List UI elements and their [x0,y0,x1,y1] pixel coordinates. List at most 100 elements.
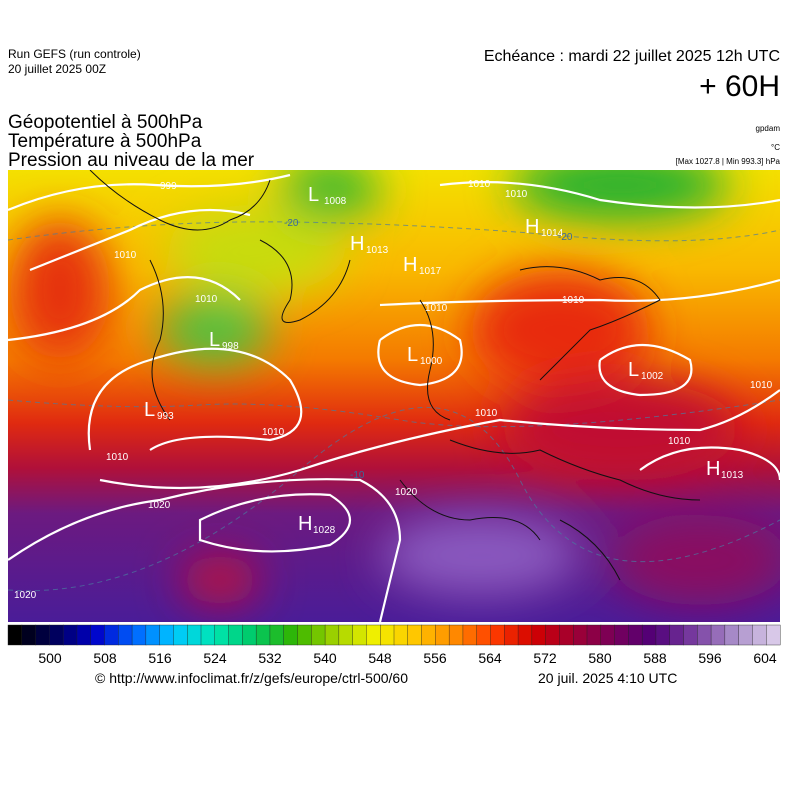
colorbar-swatch [710,624,726,646]
center-letter: L [308,184,319,206]
colorbar-swatch [118,624,133,646]
isobar-label: 1010 [475,408,498,419]
colorbar-swatch [683,624,698,646]
colorbar-swatch [462,624,478,646]
colorbar-swatch [738,624,753,646]
colorbar-swatch [504,624,519,646]
colorbar-tick-label: 596 [698,650,722,666]
pressure-centers: L 1008 H 1013 H 1017 H 1014 L 998 L 1000 L 1002… [144,184,744,536]
colorbar-tick-label: 532 [258,650,282,666]
colorbar-swatch [187,624,202,646]
center-value: 1000 [420,356,443,367]
colorbar-swatch [531,624,547,646]
colorbar-tick-label: 580 [588,650,612,666]
colorbar-swatch [21,624,37,646]
isobar-label: 1010 [505,189,528,200]
run: Run GEFS (run controle) [8,47,141,61]
colorbar-swatch [145,624,161,646]
colorbar-swatch [214,624,230,646]
colorbar-swatch [380,624,395,646]
colorbar-swatch [311,624,326,646]
colorbar-tick-label: 508 [93,650,117,666]
run-date: 20 juillet 2025 00Z [8,62,106,76]
colorbar-swatch [35,624,50,646]
colorbar-swatch [76,624,92,646]
colorbar-swatch [228,624,243,646]
colorbar-swatch [297,624,312,646]
center-value: 1028 [313,525,336,536]
colorbar-swatch [104,624,119,646]
center-value: 993 [157,411,174,422]
colorbar-swatch [173,624,188,646]
center-value: 1013 [721,470,744,481]
colorbar-tick-label: 588 [643,650,667,666]
center-letter: L [628,359,639,381]
colorbar-swatch [269,624,285,646]
temperature-label: -10 [350,470,365,481]
colorbar-swatch [131,624,147,646]
colorbar-tick-label: 516 [148,650,172,666]
center-letter: L [407,344,418,366]
unit: gpdam [756,124,781,133]
colorbar-tick-label: 524 [203,650,227,666]
valid-time: Echéance : mardi 22 juillet 2025 12h UTC [484,48,780,65]
isobar-label: 999 [160,181,177,192]
center-letter: H [298,513,312,535]
colorbar-swatch [724,624,740,646]
colorbar-swatch [421,624,436,646]
colorbar-tick-label: 556 [423,650,447,666]
center-value: 1017 [419,266,442,277]
colorbar-tick-label: 500 [38,650,62,666]
center-value: 998 [222,341,239,352]
unit: [Max 1027.8 | Min 993.3] hPa [676,157,781,166]
center-letter: H [403,254,417,276]
colorbar-swatch [628,624,643,646]
colorbar-swatch [393,624,409,646]
colorbar-swatch [545,624,560,646]
colorbar-swatch [490,624,505,646]
colorbar-swatch [90,624,106,646]
colorbar-swatch [614,624,629,646]
colorbar-swatch [200,624,216,646]
isobar-label: 1010 [468,179,491,190]
isobar-label: 1010 [114,250,137,261]
isobar-label: 1010 [262,427,285,438]
generated: 20 juil. 2025 4:10 UTC [538,670,677,686]
colorbar-swatch [559,624,574,646]
colorbar-swatch [242,624,257,646]
map [8,170,780,622]
center-letter: H [350,233,364,255]
center-letter: H [706,458,720,480]
isobar-label: 1010 [195,294,218,305]
isobar-label: 1020 [14,590,37,601]
colorbar-swatch [476,624,492,646]
temperature-label: -20 [558,232,573,243]
source: © http://www.infoclimat.fr/z/gefs/europe… [95,670,408,686]
colorbar-tick-label: 572 [533,650,557,666]
isobar-label: 1020 [148,500,171,511]
colorbar: 500 508 516 524 532 540 548 556 564 572 580 588 596 6… [7,624,781,666]
title: Température à 500hPa [8,131,202,152]
colorbar-swatch [641,624,657,646]
temperature-label: -20 [284,218,299,229]
title: Pression au niveau de la mer [8,150,255,171]
colorbar-swatch [49,624,64,646]
colorbar-swatch [283,624,299,646]
colorbar-swatch [448,624,464,646]
colorbar-swatch [352,624,367,646]
title: Géopotentiel à 500hPa [8,112,203,133]
colorbar-swatch [7,624,23,646]
colorbar-tick-label: 540 [313,650,337,666]
isobar-label: 1010 [668,436,691,447]
colorbar-swatch [669,624,685,646]
isobar-label: 1010 [425,303,448,314]
lead-time: + 60H [699,70,780,103]
colorbar-swatch [697,624,712,646]
center-value: 1002 [641,371,664,382]
center-letter: L [144,399,155,421]
isobar-label: 1020 [395,487,418,498]
colorbar-swatch [255,624,271,646]
center-letter: H [525,216,539,238]
colorbar-tick-label: 604 [753,650,777,666]
